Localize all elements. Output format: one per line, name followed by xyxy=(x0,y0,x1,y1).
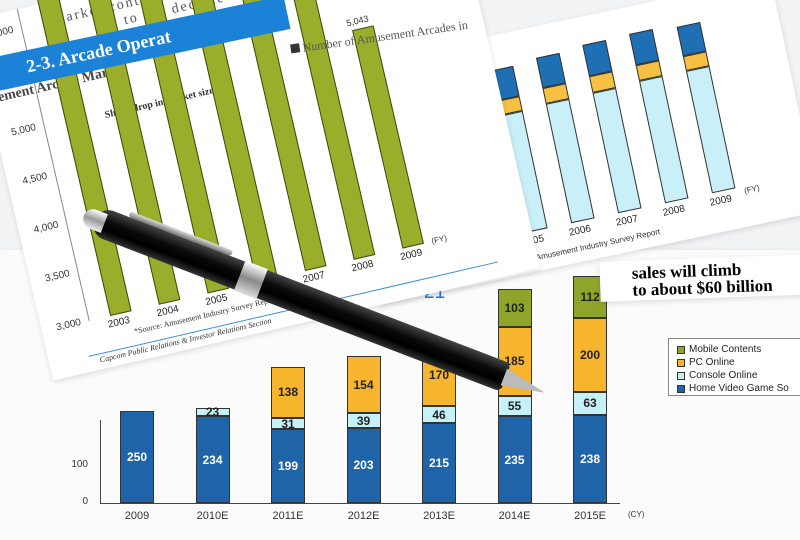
bar-segment xyxy=(582,40,613,77)
y-tick: 3,500 xyxy=(43,268,71,285)
swatch-icon xyxy=(677,358,685,367)
bar-segment-mobile-contents: 103 xyxy=(497,289,532,328)
bar-segment-console-online: 31 xyxy=(271,417,305,431)
bar-segment-pc-online: 200 xyxy=(573,317,607,392)
bar-segment-home-video-game-software: 250 xyxy=(120,410,154,503)
bar-segment xyxy=(686,66,736,194)
swatch-icon xyxy=(677,384,685,393)
bar-segment xyxy=(592,87,642,214)
legend-mobile: Mobile Contents xyxy=(677,343,799,356)
x-tick-label: 2011E xyxy=(272,510,304,522)
legend-label: PC Online xyxy=(689,357,735,368)
x-tick-label: 2010E xyxy=(196,510,229,522)
x-tick-label: 2007 xyxy=(301,269,326,286)
x-tick-label: 2009 xyxy=(124,510,150,522)
legend-pc: PC Online xyxy=(677,356,799,369)
legend-label: Home Video Game So xyxy=(689,383,789,394)
swatch-icon xyxy=(290,43,301,54)
x-tick-label: 2008 xyxy=(661,203,686,219)
unit-label: (FY) xyxy=(743,183,761,196)
x-tick-label: 2015E xyxy=(574,510,606,522)
bar-segment-console-online: 23 xyxy=(195,405,230,419)
y-tick: 6,000 xyxy=(0,24,15,41)
legend-console: Console Online xyxy=(677,369,799,382)
x-tick-label: 2003 xyxy=(106,314,132,331)
x-tick-label: 2009 xyxy=(399,247,424,264)
bar-segment-console-online: 63 xyxy=(573,391,607,415)
x-tick-label: 2014E xyxy=(498,510,531,522)
bar-segment-home-video-game-software: 203 xyxy=(346,427,381,503)
bottom-unit: (CY) xyxy=(628,510,645,519)
swatch-icon xyxy=(677,371,685,380)
x-tick-label: 2009 xyxy=(708,193,733,209)
bar-segment-home-video-game-software: 238 xyxy=(573,414,607,503)
y-tick: 5,000 xyxy=(10,122,38,139)
bar-segment xyxy=(638,75,689,204)
x-tick-label: 2012E xyxy=(347,510,380,522)
headline-slip: sales will climb to about $60 billion xyxy=(599,254,800,302)
bar-segment xyxy=(535,52,566,89)
y-tick: 100 xyxy=(71,459,88,470)
legend-home: Home Video Game So xyxy=(677,382,799,395)
bottom-chart-baseline xyxy=(100,503,620,504)
bottom-chart-y-axis xyxy=(100,420,101,504)
x-tick-label: 2013E xyxy=(423,510,455,522)
bar-segment-home-video-game-software: 199 xyxy=(271,429,305,503)
legend: Mobile Contents PC Online Console Online… xyxy=(668,338,800,396)
unit-label: (FY) xyxy=(430,233,448,246)
bar-segment xyxy=(545,98,595,224)
bar-segment-home-video-game-software: 215 xyxy=(422,423,456,503)
bar-segment-console-online: 39 xyxy=(346,413,381,428)
bar-segment-pc-online: 154 xyxy=(346,356,381,414)
bar-segment-pc-online: 138 xyxy=(271,366,305,418)
bar-segment xyxy=(676,22,707,57)
y-tick: 0 xyxy=(82,496,88,507)
legend-label: Mobile Contents xyxy=(689,344,762,355)
bar-segment-console-online: 46 xyxy=(422,406,456,424)
swatch-icon xyxy=(677,345,685,354)
bar-segment-console-online: 55 xyxy=(497,395,532,417)
x-tick-label: 2007 xyxy=(614,213,640,229)
bar-segment xyxy=(629,29,660,66)
y-tick: 4,500 xyxy=(21,170,49,188)
x-tick-label: 2008 xyxy=(350,258,375,275)
y-tick: 4,000 xyxy=(32,219,60,236)
legend-label: Console Online xyxy=(689,370,758,381)
bar-segment-home-video-game-software: 235 xyxy=(497,416,532,503)
bar-segment-home-video-game-software: 234 xyxy=(195,416,230,503)
x-tick-label: 2006 xyxy=(568,223,593,239)
y-tick: 3,000 xyxy=(55,316,83,334)
